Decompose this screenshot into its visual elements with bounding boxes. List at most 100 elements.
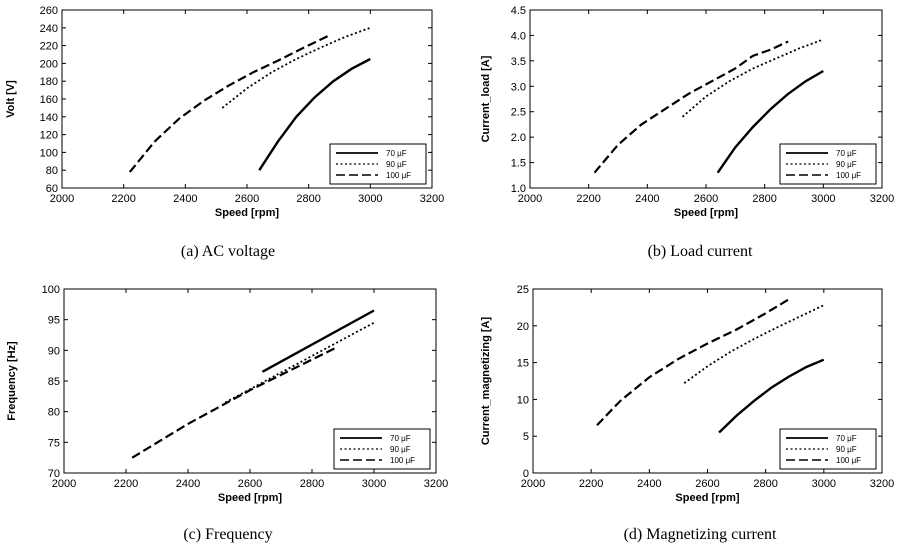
chart-3: 2000 2200 2400 2600 2800 3000 3200 0 5 10 15 20 25 Sp…: [480, 284, 894, 543]
legend-entry: 90 μF: [836, 445, 857, 454]
subfigure-caption: (a) AC voltage: [181, 243, 275, 260]
legend-entry: 70 μF: [390, 434, 411, 443]
y-tick-label: 100: [42, 284, 60, 296]
y-tick-label: 90: [48, 345, 60, 357]
x-tick-label: 2800: [296, 193, 320, 205]
y-tick-label: 80: [46, 165, 58, 177]
y-axis-label: Current_magnetizing [A]: [480, 316, 492, 445]
x-tick-label: 2800: [300, 478, 324, 490]
x-tick-label: 3200: [870, 478, 894, 490]
x-tick-label: 2200: [579, 478, 603, 490]
series-line-dashed: [128, 33, 331, 173]
y-tick-label: 2.0: [511, 132, 526, 144]
legend-entry: 100 μF: [836, 456, 861, 465]
x-tick-label: 2600: [695, 478, 719, 490]
y-tick-label: 70: [48, 468, 60, 480]
legend-entry: 90 μF: [386, 160, 407, 169]
legend-entry: 100 μF: [386, 171, 411, 180]
y-tick-label: 20: [517, 321, 529, 333]
x-tick-label: 2000: [52, 478, 76, 490]
x-tick-label: 2400: [173, 193, 197, 205]
series-line-dashed: [593, 40, 789, 174]
legend-entry: 100 μF: [836, 171, 861, 180]
y-tick-label: 60: [46, 183, 58, 195]
y-tick-label: 15: [517, 358, 529, 370]
y-tick-label: 5: [523, 431, 529, 443]
legend-entry: 70 μF: [836, 149, 857, 158]
y-axis-label: Volt [V]: [5, 80, 17, 118]
x-tick-label: 2600: [235, 193, 259, 205]
subfigure-caption: (b) Load current: [648, 243, 753, 260]
y-tick-label: 180: [40, 76, 58, 88]
y-tick-label: 80: [48, 407, 60, 419]
y-tick-label: 140: [40, 112, 58, 124]
legend-entry: 90 μF: [390, 445, 411, 454]
x-tick-label: 3200: [424, 478, 448, 490]
chart-1: 2000 2200 2400 2600 2800 3000 3200 1.0 1.5 2.0 2.5…: [480, 5, 894, 260]
y-axis-label: Current_load [A]: [480, 55, 492, 142]
x-axis-label: Speed [rpm]: [675, 492, 740, 504]
x-tick-label: 2000: [518, 193, 542, 205]
y-tick-label: 200: [40, 58, 58, 70]
y-tick-label: 2.5: [511, 107, 526, 119]
series-line-dotted: [681, 38, 824, 118]
y-tick-label: 220: [40, 41, 58, 53]
x-tick-label: 3000: [362, 478, 386, 490]
legend-entry: 100 μF: [390, 456, 415, 465]
y-tick-label: 85: [48, 376, 60, 388]
x-tick-label: 2200: [114, 478, 138, 490]
x-tick-label: 3200: [870, 193, 894, 205]
y-tick-label: 75: [48, 437, 60, 449]
y-tick-label: 4.0: [511, 30, 526, 42]
x-tick-label: 2200: [111, 193, 135, 205]
x-axis-label: Speed [rpm]: [215, 207, 280, 219]
y-tick-label: 120: [40, 130, 58, 142]
legend-entry: 90 μF: [836, 160, 857, 169]
y-tick-label: 10: [517, 394, 529, 406]
y-tick-label: 3.5: [511, 56, 526, 68]
x-tick-label: 2600: [694, 193, 718, 205]
y-tick-label: 100: [40, 147, 58, 159]
x-tick-label: 3000: [358, 193, 382, 205]
y-tick-label: 160: [40, 94, 58, 106]
subfigure-caption: (c) Frequency: [183, 526, 272, 543]
x-tick-label: 3200: [420, 193, 444, 205]
subfigure-caption: (d) Magnetizing current: [624, 526, 777, 543]
x-axis-label: Speed [rpm]: [674, 207, 739, 219]
y-tick-label: 1.0: [511, 183, 526, 195]
chart-0: 2000 2200 2400 2600 2800 3000 3200 60 80 100 120 14…: [5, 5, 444, 260]
x-tick-label: 2400: [635, 193, 659, 205]
x-tick-label: 2000: [521, 478, 545, 490]
x-tick-label: 2600: [238, 478, 262, 490]
series-line-dashed: [596, 298, 790, 426]
y-tick-label: 0: [523, 468, 529, 480]
y-axis-label: Frequency [Hz]: [6, 341, 18, 421]
x-tick-label: 2400: [176, 478, 200, 490]
y-tick-label: 240: [40, 23, 58, 35]
series-line-solid: [716, 69, 824, 174]
y-tick-label: 25: [517, 284, 529, 296]
x-tick-label: 2200: [576, 193, 600, 205]
y-tick-label: 4.5: [511, 5, 526, 17]
series-line-solid: [261, 309, 375, 373]
x-axis-label: Speed [rpm]: [218, 492, 283, 504]
series-line-solid: [718, 358, 825, 434]
legend-entry: 70 μF: [386, 149, 407, 158]
series-line-dashed: [131, 346, 338, 459]
y-tick-label: 3.0: [511, 81, 526, 93]
x-tick-label: 2800: [753, 478, 777, 490]
y-tick-label: 260: [40, 5, 58, 17]
y-tick-label: 1.5: [511, 158, 526, 170]
series-line-dotted: [683, 304, 825, 384]
x-tick-label: 2400: [637, 478, 661, 490]
x-tick-label: 2000: [50, 193, 74, 205]
series-line-dotted: [221, 26, 371, 109]
x-tick-label: 3000: [811, 193, 835, 205]
legend-entry: 70 μF: [836, 434, 857, 443]
series-line-solid: [258, 57, 371, 171]
x-tick-label: 3000: [812, 478, 836, 490]
y-tick-label: 95: [48, 315, 60, 327]
chart-2: 2000 2200 2400 2600 2800 3000 3200 70 75 80 85 90 95…: [6, 284, 448, 543]
x-tick-label: 2800: [752, 193, 776, 205]
